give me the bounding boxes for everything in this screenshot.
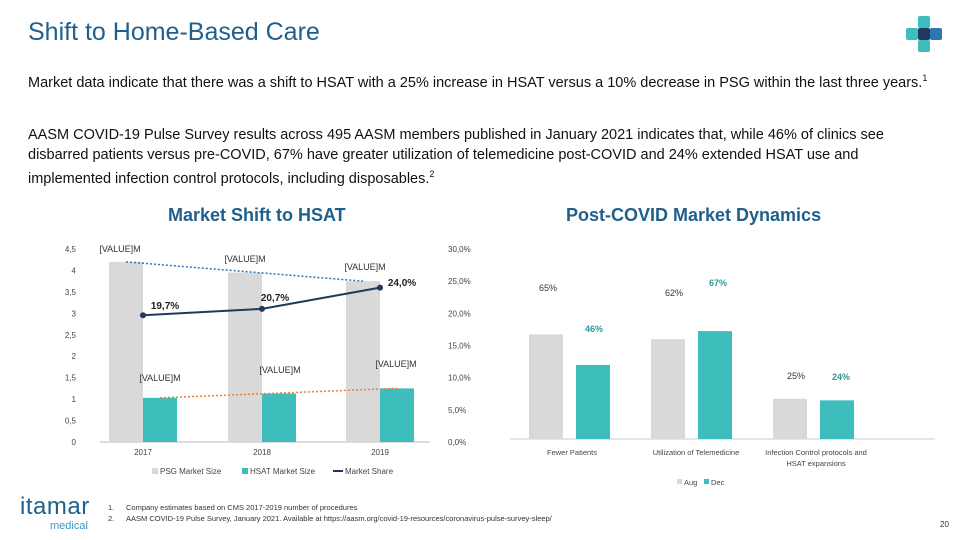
psg-bar [228, 272, 262, 442]
dec-data-label: 24% [832, 372, 850, 382]
post-covid-chart: 65% 62% 25% 46% 67% 24% Fewer Patients Utilizat… [510, 278, 935, 487]
hsat-bar [262, 393, 296, 442]
chart-title-market-shift: Market Shift to HSAT [168, 205, 346, 225]
logo-line1: itamar [20, 493, 90, 520]
market-share-point [259, 305, 265, 312]
footnote-1: 1. Company estimates based on CMS 2017-20… [108, 503, 358, 512]
itamar-logo: itamar medical [20, 495, 100, 533]
x-tick-label: 2017 [134, 448, 152, 457]
right-axis-tick: 15,0% [448, 342, 471, 351]
legend-swatch [677, 479, 682, 484]
hsat-data-label: [VALUE]M [139, 373, 180, 383]
logo-line2: medical [50, 520, 88, 532]
aug-bar [651, 339, 685, 439]
dec-bar [698, 331, 732, 439]
market-share-point [377, 284, 383, 291]
x-tick-label: Fewer Patients [547, 448, 597, 457]
left-axis-tick: 2,5 [65, 331, 77, 340]
dec-data-label: 46% [585, 324, 603, 334]
aug-bar [773, 398, 807, 439]
left-axis-tick: 0 [72, 438, 77, 447]
dec-bar [576, 364, 610, 439]
x-tick-label: 2018 [253, 448, 271, 457]
psg-bar [109, 261, 143, 442]
legend-label: Dec [711, 478, 725, 487]
hsat-data-label: [VALUE]M [375, 359, 416, 369]
x-tick-label: Utilization of Telemedicine [653, 448, 740, 457]
psg-bar [346, 281, 380, 442]
hsat-data-label: [VALUE]M [259, 365, 300, 375]
right-axis-tick: 25,0% [448, 277, 471, 286]
footnote-ref-1: 1 [922, 73, 928, 83]
left-axis-tick: 2 [72, 352, 77, 361]
right-axis-tick: 0,0% [448, 438, 466, 447]
right-axis-tick: 5,0% [448, 406, 466, 415]
footnote-ref-2: 2 [429, 169, 435, 179]
legend-label: PSG Market Size [160, 467, 222, 476]
footnotes: 1. Company estimates based on CMS 2017-20… [108, 502, 552, 524]
footnote-2: 2. AASM COVID-19 Pulse Survey, January 20… [108, 514, 552, 523]
left-axis-tick: 1 [72, 395, 77, 404]
medical-cross-icon [906, 16, 942, 52]
legend-swatch [152, 468, 158, 474]
slide-title: Shift to Home-Based Care [28, 18, 320, 46]
market-share-data-label: 20,7% [261, 293, 289, 304]
psg-data-label: [VALUE]M [224, 254, 265, 264]
legend-label: Aug [684, 478, 697, 487]
aug-data-label: 25% [787, 371, 805, 381]
legend-label: Market Share [345, 467, 394, 476]
dec-bar [820, 400, 854, 439]
dec-data-label: 67% [709, 278, 727, 288]
market-share-point [140, 312, 146, 319]
left-axis-tick: 3 [72, 309, 77, 318]
page-number: 20 [940, 520, 949, 529]
market-share-data-label: 19,7% [151, 301, 179, 312]
right-axis-tick: 30,0% [448, 245, 471, 254]
left-axis-tick: 0,5 [65, 417, 77, 426]
right-axis-tick: 20,0% [448, 309, 471, 318]
paragraph-hsat-shift: Market data indicate that there was a sh… [28, 73, 928, 91]
right-axis-tick: 10,0% [448, 374, 471, 383]
legend-swatch [704, 479, 709, 484]
x-tick-label: Infection Control protocols and HSAT expa… [765, 448, 867, 468]
aug-data-label: 65% [539, 283, 557, 293]
left-axis-tick: 3,5 [65, 288, 77, 297]
hsat-bar [380, 388, 414, 442]
psg-data-label: [VALUE]M [344, 262, 385, 272]
left-axis-tick: 1,5 [65, 374, 77, 383]
paragraph-aasm-survey: AASM COVID-19 Pulse Survey results acros… [28, 127, 884, 187]
market-shift-chart: 0 0,5 1 1,5 2 2,5 3 3,5 4 4,5 0,0% 5,0% 10,0% 15,0% 20… [65, 244, 471, 476]
left-axis-tick: 4 [72, 266, 77, 275]
chart-title-post-covid: Post-COVID Market Dynamics [566, 205, 822, 225]
aug-bar [529, 334, 563, 439]
hsat-trend-line [159, 387, 398, 399]
market-share-data-label: 24,0% [388, 278, 416, 289]
legend-label: HSAT Market Size [250, 467, 316, 476]
x-tick-label: 2019 [371, 448, 389, 457]
psg-data-label: [VALUE]M [99, 244, 140, 254]
left-axis-tick: 4,5 [65, 245, 77, 254]
aug-data-label: 62% [665, 288, 683, 298]
hsat-bar [143, 397, 177, 442]
legend-swatch [242, 468, 248, 474]
